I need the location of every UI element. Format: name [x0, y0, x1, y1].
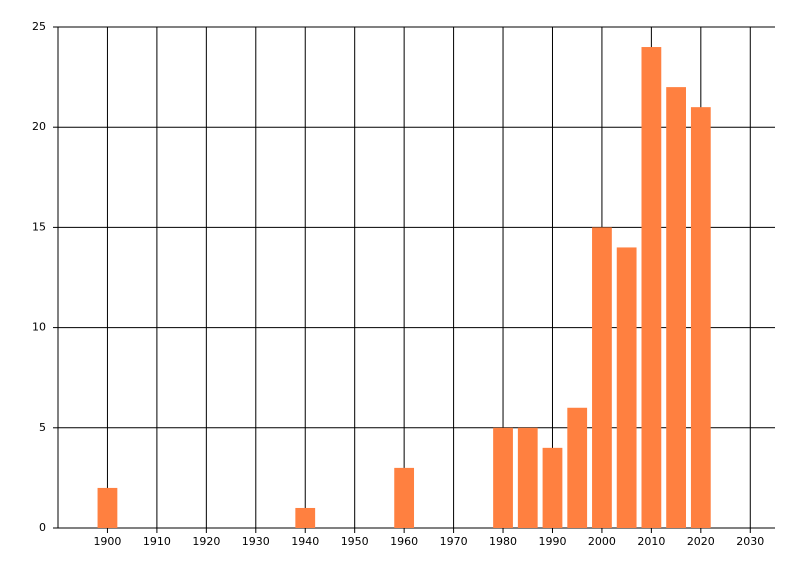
bar — [641, 47, 662, 528]
y-tick-label: 25 — [32, 20, 46, 33]
x-tick-label: 1930 — [242, 535, 270, 548]
y-tick-label: 0 — [39, 521, 46, 534]
bar — [567, 407, 588, 528]
y-tick-label: 10 — [32, 321, 46, 334]
x-tick-label: 2030 — [736, 535, 764, 548]
x-tick-label: 1900 — [93, 535, 121, 548]
x-tick-label: 1960 — [390, 535, 418, 548]
bar — [97, 487, 118, 528]
x-tick-label: 1910 — [143, 535, 171, 548]
x-tick-label: 2020 — [687, 535, 715, 548]
bar — [517, 427, 538, 528]
bar — [666, 87, 686, 529]
x-tick-label: 2000 — [588, 535, 616, 548]
x-tick-label: 2010 — [637, 535, 665, 548]
x-tick-label: 1990 — [538, 535, 566, 548]
x-tick-label: 1950 — [341, 535, 369, 548]
x-tick-label: 1970 — [440, 535, 468, 548]
y-tick-label: 20 — [32, 120, 46, 133]
bar — [592, 227, 612, 528]
y-tick-label: 15 — [32, 220, 46, 233]
bar — [493, 427, 513, 528]
y-tick-label: 5 — [39, 421, 46, 434]
bar — [542, 447, 563, 528]
x-tick-label: 1940 — [291, 535, 319, 548]
bar — [295, 507, 316, 528]
bar — [394, 467, 415, 528]
x-tick-label: 1920 — [192, 535, 220, 548]
x-tick-label: 1980 — [489, 535, 517, 548]
bar — [690, 107, 711, 528]
bar — [616, 247, 637, 528]
